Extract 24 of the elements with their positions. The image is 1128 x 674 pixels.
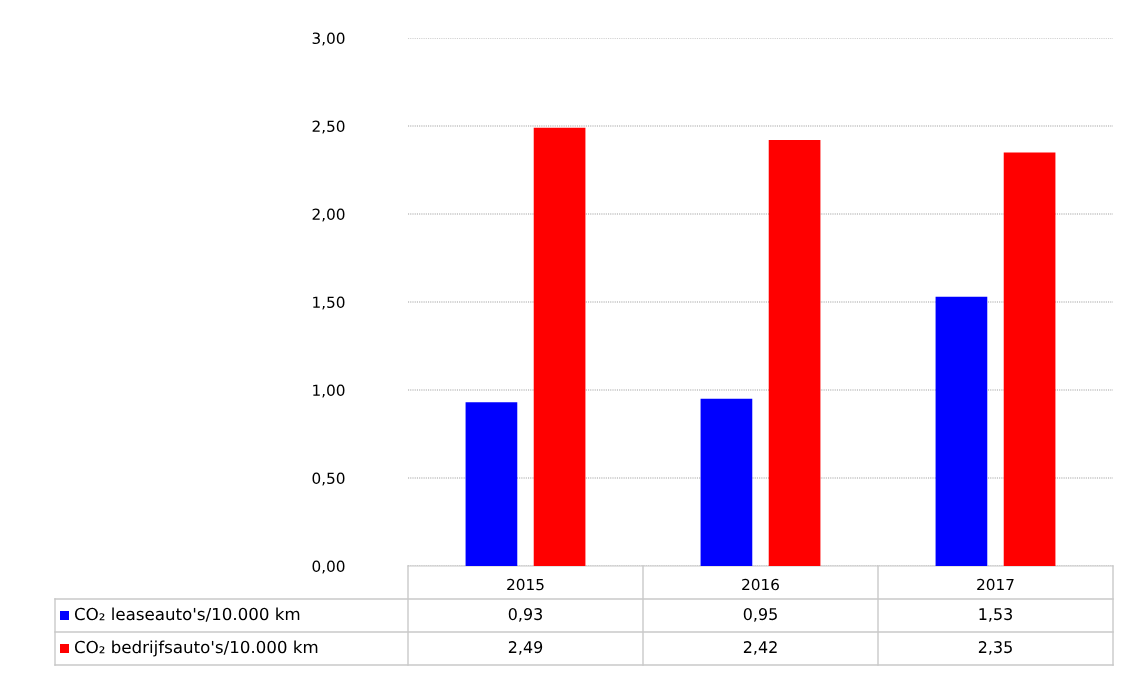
data-label: 2,35	[978, 641, 1012, 655]
y-tick-label: 2,00	[312, 208, 345, 222]
x-tick-label: 2016	[742, 578, 779, 591]
y-tick-label: 1,50	[313, 296, 345, 310]
data-label: 1,53	[979, 608, 1012, 622]
bar	[533, 127, 586, 566]
bar	[1003, 152, 1056, 566]
y-tick-label: 2,50	[312, 120, 345, 134]
bar	[935, 296, 988, 566]
legend-label: CO₂ leaseauto's/10.000 km	[74, 607, 300, 622]
bar	[700, 398, 753, 566]
data-label: 2,49	[508, 641, 543, 655]
bar	[465, 402, 518, 566]
x-tick-label: 2015	[507, 578, 544, 591]
x-tick-label: 2017	[977, 578, 1014, 591]
legend-label: CO₂ bedrijfsauto's/10.000 km	[74, 640, 318, 657]
data-label: 0,93	[508, 608, 542, 622]
bar	[768, 140, 821, 566]
y-tick-label: 3,00	[312, 32, 345, 46]
data-label: 2,42	[743, 641, 777, 655]
data-label: 0,95	[743, 608, 777, 622]
y-tick-label: 1,00	[313, 384, 345, 398]
y-tick-label: 0,00	[312, 560, 345, 574]
y-tick-label: 0,50	[312, 472, 345, 486]
